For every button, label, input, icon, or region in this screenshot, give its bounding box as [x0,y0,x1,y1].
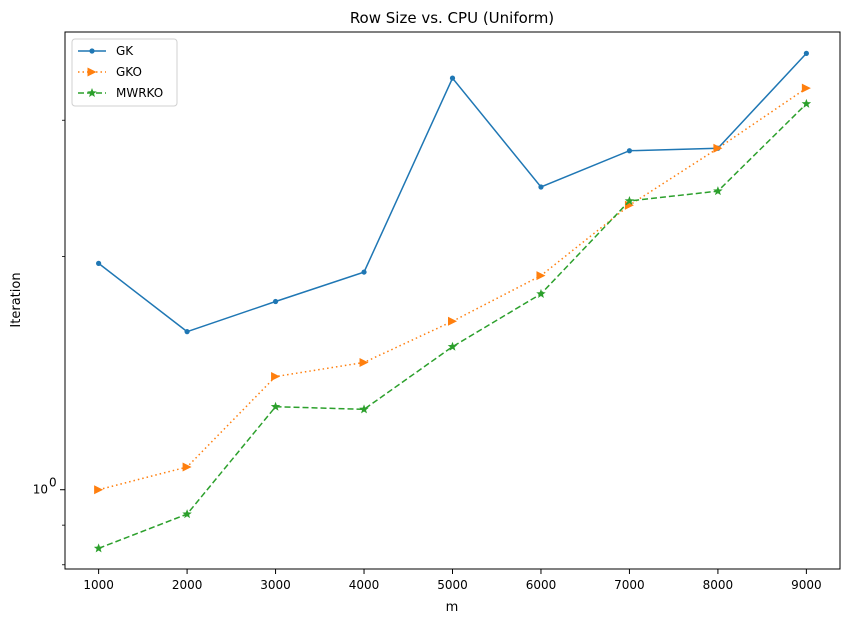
data-point [803,50,809,56]
data-point [624,195,635,205]
legend-entry: GKO [78,65,142,79]
data-point [801,98,812,108]
y-axis-label: Iteration [9,272,24,327]
x-tick-label: 3000 [260,578,291,592]
data-point [801,83,811,93]
x-tick-label: 4000 [349,578,380,592]
data-point [536,271,546,281]
data-point [93,543,104,553]
x-tick-label: 1000 [83,578,114,592]
legend-label: GKO [116,65,142,79]
x-tick-label: 9000 [791,578,822,592]
data-point [448,316,457,326]
data-point [536,288,546,298]
x-tick-label: 8000 [703,578,734,592]
legend-label: MWRKO [116,86,163,100]
data-point [361,269,367,275]
data-point [89,48,95,54]
data-point [713,143,723,153]
data-point [270,401,281,411]
data-point [271,372,281,382]
legend: GK GKO MWRKO [71,38,178,107]
legend-box [71,38,178,107]
x-tick-label: 2000 [172,578,203,592]
data-point [359,404,369,414]
data-point [713,186,723,196]
y-tick-exponent: 0 [49,476,57,490]
data-point [184,329,190,335]
data-point [182,462,192,472]
series-line [98,103,807,550]
x-tick-label: 5000 [437,578,468,592]
legend-entry: MWRKO [78,86,163,100]
data-point [538,184,544,190]
series-gk [96,50,809,335]
legend-entry: GK [78,44,134,58]
series-mwrko [93,98,812,553]
data-point [96,260,102,266]
x-axis-label: m [446,600,459,615]
data-point [87,88,97,98]
series-gko [94,83,811,495]
x-tick-label: 7000 [614,578,645,592]
data-point [359,357,369,367]
data-point [449,75,456,81]
plot-area [93,50,812,553]
chart-title: Row Size vs. CPU (Uniform) [350,9,554,27]
legend-label: GK [116,44,134,58]
data-point [94,485,104,495]
y-axis: 10 0 [33,119,65,566]
data-point [272,298,279,305]
y-tick-label: 10 [33,483,48,497]
x-axis: 1000 2000 3000 4000 5000 6000 7000 8000 9000 [83,569,822,592]
data-point [87,67,97,77]
data-point [182,509,192,519]
x-tick-label: 6000 [526,578,557,592]
axes-frame [64,31,841,570]
data-point [626,148,633,154]
data-point [447,341,458,351]
